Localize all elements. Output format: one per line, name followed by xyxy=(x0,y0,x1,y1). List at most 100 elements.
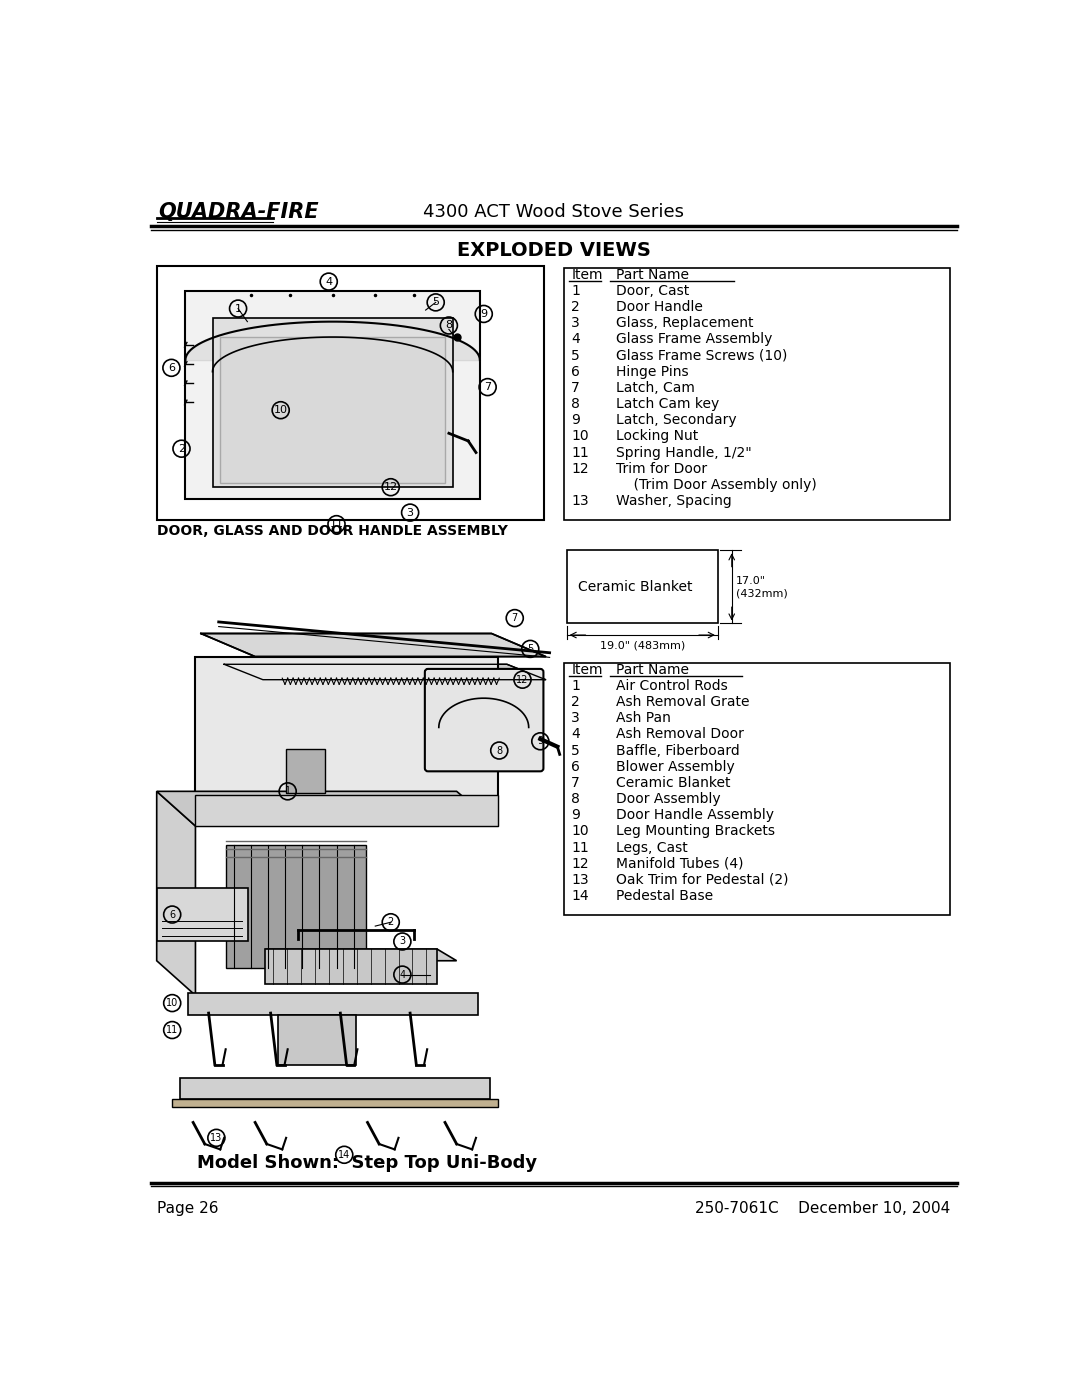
Bar xyxy=(564,268,949,520)
Text: 12: 12 xyxy=(383,482,397,492)
Text: 5: 5 xyxy=(571,743,580,757)
Polygon shape xyxy=(157,791,195,996)
Text: (Trim Door Assembly only): (Trim Door Assembly only) xyxy=(617,478,818,492)
Text: DOOR, GLASS AND DOOR HANDLE ASSEMBLY: DOOR, GLASS AND DOOR HANDLE ASSEMBLY xyxy=(157,524,508,538)
Text: 8: 8 xyxy=(445,320,453,331)
Bar xyxy=(213,317,453,488)
Text: 4: 4 xyxy=(400,970,405,979)
Text: Baffle, Fiberboard: Baffle, Fiberboard xyxy=(617,743,740,757)
Text: Glass Frame Screws (10): Glass Frame Screws (10) xyxy=(617,348,787,362)
Text: Trim for Door: Trim for Door xyxy=(617,462,707,476)
Text: 10: 10 xyxy=(166,997,178,1009)
Text: 7: 7 xyxy=(571,775,580,789)
Text: Latch, Secondary: Latch, Secondary xyxy=(617,414,737,427)
Text: Page 26: Page 26 xyxy=(157,1201,218,1217)
Bar xyxy=(186,291,480,499)
Polygon shape xyxy=(286,749,325,793)
Text: 9: 9 xyxy=(571,809,580,823)
Text: Pedestal Base: Pedestal Base xyxy=(617,888,714,902)
Text: Blower Assembly: Blower Assembly xyxy=(617,760,735,774)
Text: Glass Frame Assembly: Glass Frame Assembly xyxy=(617,332,772,346)
Text: 4: 4 xyxy=(325,277,333,286)
Bar xyxy=(266,949,437,983)
Text: 17.0"
(432mm): 17.0" (432mm) xyxy=(735,577,787,598)
Text: Ash Pan: Ash Pan xyxy=(617,711,671,725)
Text: 11: 11 xyxy=(329,520,343,529)
Text: Glass, Replacement: Glass, Replacement xyxy=(617,316,754,330)
Text: 13: 13 xyxy=(571,873,589,887)
Text: 6: 6 xyxy=(170,909,175,919)
Text: 6: 6 xyxy=(167,363,175,373)
Text: 9: 9 xyxy=(537,736,543,746)
Text: Manifold Tubes (4): Manifold Tubes (4) xyxy=(617,856,744,870)
Text: 3: 3 xyxy=(407,507,414,518)
Text: Item: Item xyxy=(571,268,603,282)
Text: Door Assembly: Door Assembly xyxy=(617,792,721,806)
Text: 7: 7 xyxy=(484,383,491,393)
Text: 12: 12 xyxy=(571,856,589,870)
Bar xyxy=(227,845,366,968)
Text: Door, Cast: Door, Cast xyxy=(617,284,689,298)
Text: 9: 9 xyxy=(481,309,487,319)
Text: 2: 2 xyxy=(178,444,185,454)
Text: Leg Mounting Brackets: Leg Mounting Brackets xyxy=(617,824,775,838)
Text: 7: 7 xyxy=(512,613,518,623)
Text: 1: 1 xyxy=(234,303,242,313)
Text: 10: 10 xyxy=(571,429,589,443)
Text: Part Name: Part Name xyxy=(617,662,689,676)
Text: Door Handle Assembly: Door Handle Assembly xyxy=(617,809,774,823)
Text: Spring Handle, 1/2": Spring Handle, 1/2" xyxy=(617,446,752,460)
Text: Item: Item xyxy=(571,662,603,676)
Bar xyxy=(279,1014,356,1065)
Text: 4: 4 xyxy=(571,728,580,742)
Text: 14: 14 xyxy=(571,888,589,902)
Polygon shape xyxy=(201,633,545,657)
Polygon shape xyxy=(225,665,545,680)
Text: 7: 7 xyxy=(571,381,580,395)
Text: 10: 10 xyxy=(273,405,287,415)
Text: 11: 11 xyxy=(571,446,589,460)
FancyBboxPatch shape xyxy=(424,669,543,771)
Text: Ceramic Blanket: Ceramic Blanket xyxy=(578,580,692,594)
Text: 13: 13 xyxy=(571,495,589,509)
Bar xyxy=(157,887,248,942)
Bar xyxy=(172,1099,498,1106)
Text: Locking Nut: Locking Nut xyxy=(617,429,699,443)
Text: 12: 12 xyxy=(516,675,529,685)
Text: 11: 11 xyxy=(571,841,589,855)
Text: 1: 1 xyxy=(571,679,580,693)
Polygon shape xyxy=(195,795,498,826)
Text: Hinge Pins: Hinge Pins xyxy=(617,365,689,379)
Text: Legs, Cast: Legs, Cast xyxy=(617,841,688,855)
Text: Ash Removal Grate: Ash Removal Grate xyxy=(617,696,750,710)
Text: Latch, Cam: Latch, Cam xyxy=(617,381,696,395)
Text: 9: 9 xyxy=(571,414,580,427)
Text: 5: 5 xyxy=(527,644,534,654)
Text: 5: 5 xyxy=(571,348,580,362)
Text: 1: 1 xyxy=(571,284,580,298)
Text: Part Name: Part Name xyxy=(617,268,689,282)
Text: 3: 3 xyxy=(400,936,405,947)
Bar xyxy=(180,1077,490,1099)
Polygon shape xyxy=(266,949,457,961)
Text: QUADRA-FIRE: QUADRA-FIRE xyxy=(159,203,319,222)
Text: 4300 ACT Wood Stove Series: 4300 ACT Wood Stove Series xyxy=(423,204,684,221)
Text: 14: 14 xyxy=(338,1150,350,1160)
Text: Ceramic Blanket: Ceramic Blanket xyxy=(617,775,731,789)
Bar xyxy=(567,550,718,623)
Text: 8: 8 xyxy=(571,397,580,411)
Bar xyxy=(188,993,478,1014)
Text: 1: 1 xyxy=(285,787,291,796)
Text: 3: 3 xyxy=(571,316,580,330)
Text: EXPLODED VIEWS: EXPLODED VIEWS xyxy=(457,242,650,260)
Text: 10: 10 xyxy=(571,824,589,838)
Bar xyxy=(195,657,498,826)
Text: 8: 8 xyxy=(571,792,580,806)
Text: 11: 11 xyxy=(166,1025,178,1035)
Text: 6: 6 xyxy=(571,760,580,774)
Text: 2: 2 xyxy=(571,300,580,314)
Bar xyxy=(157,267,544,520)
Text: 4: 4 xyxy=(571,332,580,346)
Text: Model Shown:  Step Top Uni-Body: Model Shown: Step Top Uni-Body xyxy=(198,1154,538,1172)
Text: Ash Removal Door: Ash Removal Door xyxy=(617,728,744,742)
